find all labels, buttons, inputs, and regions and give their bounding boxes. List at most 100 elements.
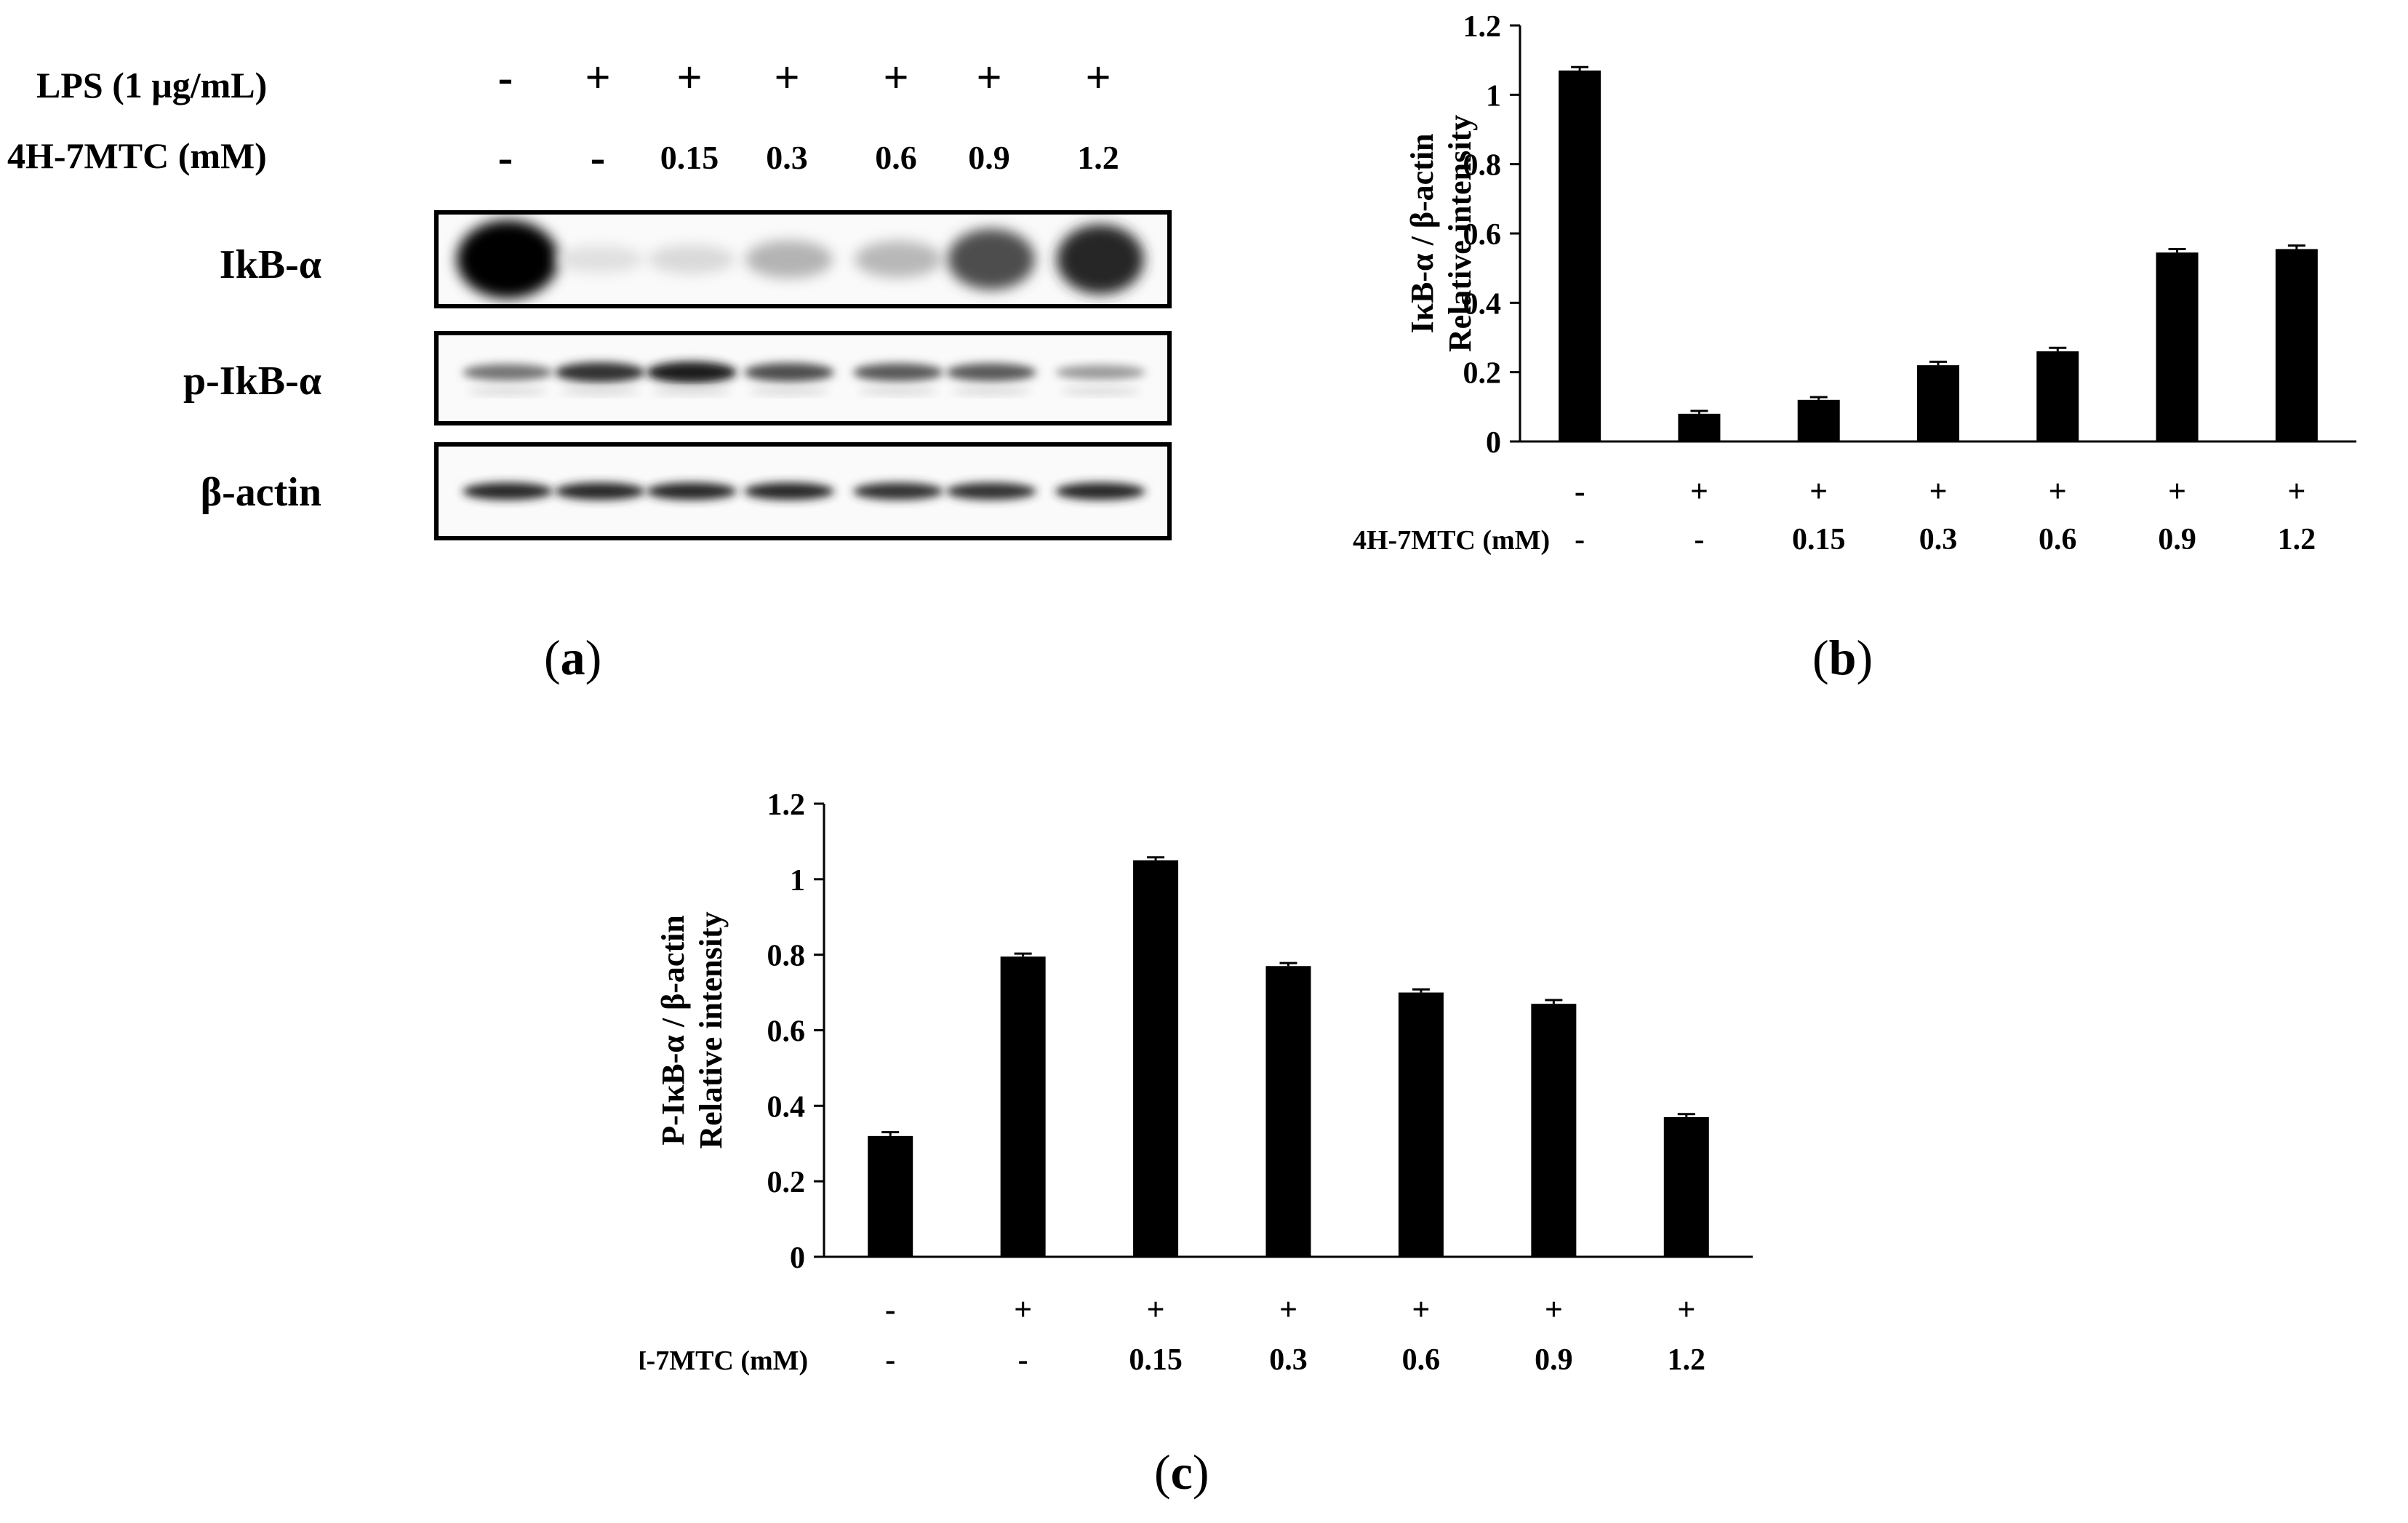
x-row1-label: + (1412, 1292, 1430, 1327)
blot-band (463, 364, 553, 381)
y-tick-label: 0.2 (767, 1166, 806, 1199)
lps-sign: + (883, 53, 909, 103)
x-row2-label: 1.2 (2278, 523, 2316, 556)
bar (1559, 70, 1601, 441)
chart-b: 0 0.2 0.4 0.6 0.8 1 1.2 - - + - +0.15 +0.3 +0.6 +0.9 +1… (1353, 10, 2356, 556)
y-tick-label: 0.8 (767, 940, 806, 973)
lps-sign: + (676, 53, 703, 103)
blot-band (457, 220, 559, 299)
x-row1-label: + (1279, 1292, 1297, 1327)
lps-sign: + (1085, 53, 1111, 103)
blot-band (1055, 482, 1145, 500)
x-row1-label: + (1147, 1292, 1165, 1327)
blot-band (556, 245, 644, 273)
blot-band (647, 361, 737, 383)
blot-band-faint (1060, 388, 1140, 395)
y-tick-label: 0.6 (1463, 218, 1502, 252)
lps-sign: + (774, 53, 800, 103)
blot-band (948, 228, 1035, 290)
blot-band-faint (749, 388, 829, 395)
x-row1-label: + (1677, 1292, 1695, 1327)
blot-beta-actin (434, 442, 1172, 540)
dose-value: 1.2 (1077, 139, 1119, 176)
bar (1678, 413, 1721, 441)
blot-band (853, 363, 943, 382)
blot-band-faint (652, 388, 732, 395)
blot-band (745, 240, 833, 279)
y-tick-label: 0.6 (767, 1015, 806, 1049)
y-tick-label: 1.2 (1463, 10, 1502, 44)
dose-value: - (590, 133, 606, 183)
bar (2036, 351, 2079, 441)
bar (1917, 365, 1959, 441)
x-row1-label: + (1929, 473, 1947, 509)
y-tick-label: 0.8 (1463, 149, 1502, 183)
blot-band (648, 244, 735, 274)
x-row1-label: - (885, 1292, 896, 1327)
blot-band-faint (951, 388, 1031, 395)
lps-row-label: LPS (1 μg/mL) (36, 65, 268, 105)
dose-value: 0.15 (660, 139, 719, 176)
x-row2-label: 0.9 (1535, 1343, 1573, 1377)
x-row2-label: 0.9 (2158, 523, 2196, 556)
blot-band (744, 482, 834, 500)
y-axis-label-line1: P-IκB-α / β-actin (655, 915, 691, 1146)
lps-sign: - (497, 53, 513, 103)
y-axis-label-line2: Relative intensity (693, 911, 729, 1148)
x-row2-label: - (1694, 523, 1704, 556)
x-row2-label: 0.3 (1269, 1343, 1308, 1377)
x-row2-label: 0.3 (1919, 523, 1958, 556)
y-tick-label: 0 (1486, 426, 1501, 460)
panel-b-letter: (b) (1812, 630, 1873, 685)
x-row1-label: + (2168, 473, 2186, 509)
x-row2-label: 0.6 (2039, 523, 2077, 556)
bar (868, 1135, 913, 1257)
x-row1-label: + (2287, 473, 2305, 509)
x-row1-label: + (1690, 473, 1708, 509)
y-tick-label: 1.2 (767, 788, 806, 822)
blot-band (555, 362, 645, 383)
x-row1-label: + (1014, 1292, 1032, 1327)
dose-row-label: 4H-7MTC (mM) (7, 135, 267, 176)
x-row2-title: 4H-7MTC (mM) (1353, 525, 1550, 556)
x-row2-label: - (1018, 1343, 1028, 1377)
blot-band (946, 363, 1036, 382)
x-row1-label: + (2049, 473, 2067, 509)
bar (1663, 1116, 1709, 1257)
panel-c-letter: (c) (1154, 1444, 1209, 1500)
x-row2-label: 1.2 (1668, 1343, 1706, 1377)
blot-band (946, 482, 1036, 500)
blot-p-ikba (434, 331, 1172, 425)
chart-c: 0 0.2 0.4 0.6 0.8 1 1.2 - - + - +0.15 +0.3 +0.6 +0.9 +1… (640, 788, 1753, 1377)
y-tick-label: 0.4 (1463, 287, 1502, 321)
y-axis-label-line2: Relative intensity (1442, 115, 1478, 352)
blot-band-faint (858, 388, 938, 395)
bar (1531, 1004, 1577, 1257)
bar (2156, 252, 2199, 441)
x-row2-label: - (1575, 523, 1585, 556)
y-tick-label: 0 (790, 1242, 805, 1275)
x-row2-label: 0.15 (1792, 523, 1846, 556)
lps-sign: + (585, 53, 611, 103)
band-label-p-ikba: p-IkB-α (183, 359, 321, 404)
y-axis-label-line1: IκB-α / β-actin (1404, 133, 1440, 333)
y-tick-label: 1 (790, 864, 805, 898)
blot-band-faint (468, 388, 548, 395)
blot-ikba-bands (457, 220, 1144, 299)
band-label-beta-actin: β-actin (200, 470, 321, 515)
dose-value: - (497, 133, 513, 183)
blot-band (647, 482, 737, 500)
blot-ikba (434, 210, 1172, 308)
blot-band (1055, 365, 1145, 380)
x-row1-label: + (1809, 473, 1828, 509)
bar (1797, 399, 1840, 441)
blot-p-ikba-bands (463, 361, 1145, 395)
blot-band (1057, 224, 1144, 295)
x-row1-label: - (1575, 473, 1585, 509)
dose-value: 0.9 (968, 139, 1010, 176)
blot-band (853, 482, 943, 500)
band-label-ikba: IkB-α (219, 242, 321, 287)
y-tick-label: 1 (1486, 79, 1501, 113)
bar (1000, 956, 1046, 1257)
blot-band (855, 241, 942, 278)
